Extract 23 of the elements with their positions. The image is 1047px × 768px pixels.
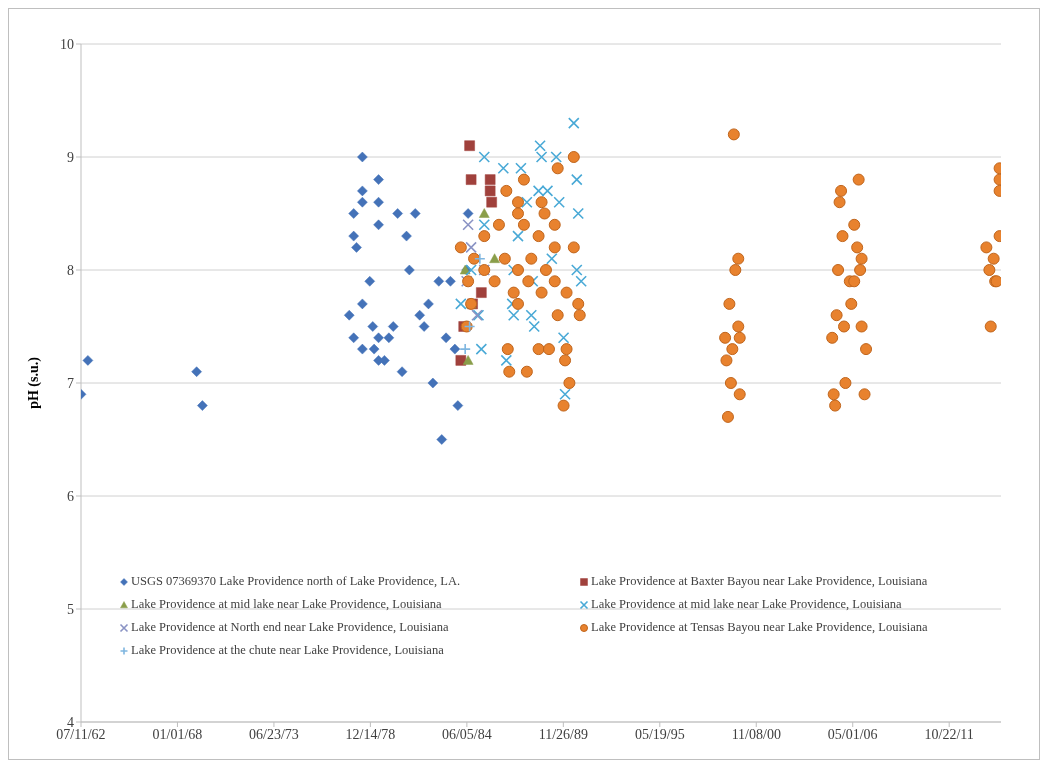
x-tick-label: 06/05/84 — [441, 726, 492, 742]
x-tick-label: 06/23/73 — [249, 726, 299, 742]
y-tick-label: 6 — [67, 488, 74, 504]
x-tick-label: 05/01/06 — [827, 726, 878, 742]
legend-label: Lake Providence at North end near Lake Providence, Louisiana — [131, 620, 449, 635]
legend-label: Lake Providence at the chute near Lake Providence, Louisiana — [131, 643, 444, 658]
y-tick-label: 7 — [67, 375, 74, 391]
legend-label: Lake Providence at mid lake near Lake Providence, Louisiana — [591, 597, 902, 612]
y-tick-label: 9 — [67, 149, 74, 165]
legend-label: Lake Providence at Baxter Bayou near Lake Providence, Louisiana — [591, 574, 928, 589]
x-tick-label: 05/19/95 — [634, 726, 685, 742]
x-tick-label: 11/08/00 — [731, 726, 781, 742]
y-tick-label: 8 — [67, 262, 74, 278]
x-tick-label: 12/14/78 — [345, 726, 396, 742]
y-axis-title: pH (s.u.) — [25, 356, 42, 409]
legend-label: Lake Providence at mid lake near Lake Providence, Louisiana — [131, 597, 442, 612]
y-tick-label: 5 — [67, 601, 74, 617]
x-tick-label: 11/26/89 — [538, 726, 588, 742]
y-tick-label: 10 — [60, 36, 74, 52]
x-tick-label: 01/01/68 — [152, 726, 203, 742]
legend-label: USGS 07369370 Lake Providence north of Lake Providence, LA. — [131, 574, 461, 589]
legend-label: Lake Providence at Tensas Bayou near Lake Providence, Louisiana — [591, 620, 928, 635]
x-tick-label: 10/22/11 — [924, 726, 974, 742]
